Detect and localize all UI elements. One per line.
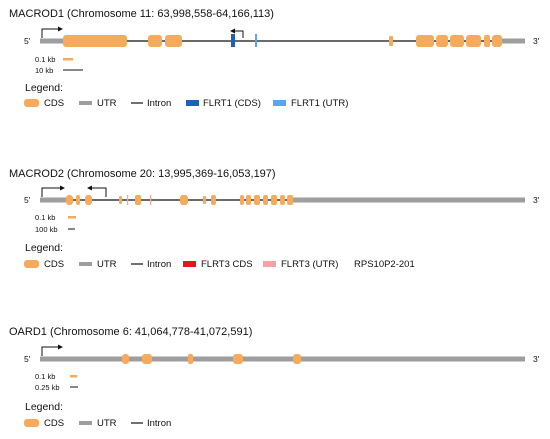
macrod2-scale-label-b: 100 kb <box>35 225 58 234</box>
macrod2-exon <box>180 195 188 205</box>
macrod1-forward-arrow <box>41 28 58 38</box>
legend-flrt1-cds-label: FLRT1 (CDS) <box>203 98 261 109</box>
macrod1-exon <box>466 35 481 47</box>
legend-cds-swatch <box>24 419 39 427</box>
legend-flrt3-utr-swatch <box>263 261 276 267</box>
oard1-utr <box>40 356 525 362</box>
macrod2-exon <box>85 195 92 205</box>
legend-flrt3-cds-label: FLRT3 CDS <box>201 259 253 270</box>
macrod2-exon <box>254 195 260 205</box>
legend-flrt1-utr-label: FLRT1 (UTR) <box>291 98 348 109</box>
flrt3-utr-mark <box>127 195 129 205</box>
legend-cds-label: CDS <box>44 98 64 109</box>
macrod1-exon <box>165 35 182 47</box>
oard1-title: OARD1 (Chromosome 6: 41,064,778-41,072,5… <box>9 326 252 338</box>
macrod2-exon <box>271 195 277 205</box>
oard1-panel: OARD1 (Chromosome 6: 41,064,778-41,072,5… <box>9 326 540 429</box>
flrt1-cds-block <box>231 34 235 47</box>
oard1-scale-bar-a <box>70 375 77 378</box>
macrod1-forward-arrow-head <box>58 26 63 32</box>
macrod1-panel: MACROD1 (Chromosome 11: 63,998,558-64,16… <box>9 8 540 109</box>
macrod1-legend-heading: Legend: <box>25 82 63 94</box>
macrod2-exon <box>246 195 251 205</box>
macrod2-panel: MACROD2 (Chromosome 20: 13,995,369-16,05… <box>9 168 540 270</box>
flrt1-reverse-arrow-head <box>230 28 235 34</box>
macrod2-forward-arrow <box>41 187 60 197</box>
legend-cds-label: CDS <box>44 259 64 270</box>
oard1-five-prime: 5' <box>24 354 31 364</box>
macrod1-scale-label-b: 10 kb <box>35 66 53 75</box>
legend-cds-swatch <box>24 260 39 268</box>
flrt1-reverse-arrow <box>235 30 244 38</box>
macrod1-exon <box>416 35 434 47</box>
legend-flrt3-utr-label: FLRT3 (UTR) <box>281 259 338 270</box>
oard1-exon <box>142 354 152 364</box>
flrt3-utr-mark <box>150 195 152 205</box>
legend-cds-swatch <box>24 99 39 107</box>
macrod2-exon <box>280 195 285 205</box>
macrod1-exon <box>436 35 448 47</box>
legend-cds-label: CDS <box>44 418 64 429</box>
macrod2-utr-3 <box>292 197 525 203</box>
legend-intron-label: Intron <box>147 98 171 109</box>
macrod1-scale-label-a: 0.1 kb <box>35 55 55 64</box>
legend-rps10p2-label: RPS10P2-201 <box>354 259 415 270</box>
oard1-scale-label-a: 0.1 kb <box>35 372 55 381</box>
macrod1-five-prime: 5' <box>24 36 31 46</box>
macrod1-utr-3 <box>502 38 525 44</box>
macrod1-exon <box>389 36 393 46</box>
macrod2-exon <box>66 195 73 205</box>
oard1-exon <box>122 354 129 364</box>
oard1-scale-label-b: 0.25 kb <box>35 383 60 392</box>
macrod2-exon <box>263 195 268 205</box>
legend-flrt1-utr-swatch <box>273 100 286 106</box>
macrod1-scale-bar-a <box>63 58 73 61</box>
legend-utr-label: UTR <box>97 98 117 109</box>
macrod2-utr-5 <box>40 197 66 203</box>
legend-flrt3-cds-swatch <box>183 261 196 267</box>
flrt1-utr-block <box>255 34 257 47</box>
macrod2-five-prime: 5' <box>24 195 31 205</box>
macrod2-exon <box>76 195 80 205</box>
oard1-legend-heading: Legend: <box>25 401 63 413</box>
macrod2-exon <box>240 195 244 205</box>
oard1-exon <box>233 354 243 364</box>
macrod2-exon <box>287 195 293 205</box>
legend-flrt1-cds-swatch <box>186 100 199 106</box>
macrod2-legend-heading: Legend: <box>25 242 63 254</box>
legend-utr-swatch <box>79 101 92 105</box>
macrod1-exon <box>484 35 490 47</box>
macrod2-title: MACROD2 (Chromosome 20: 13,995,369-16,05… <box>9 168 276 180</box>
macrod2-exon <box>203 196 206 204</box>
oard1-three-prime: 3' <box>533 354 540 364</box>
macrod1-three-prime: 3' <box>533 36 540 46</box>
macrod2-exon <box>119 196 122 204</box>
macrod2-forward-arrow-head <box>60 185 65 191</box>
macrod1-exon <box>148 35 162 47</box>
legend-intron-label: Intron <box>147 259 171 270</box>
oard1-forward-arrow-head <box>58 344 63 350</box>
legend-utr-label: UTR <box>97 259 117 270</box>
macrod1-exon <box>63 35 127 47</box>
macrod1-title: MACROD1 (Chromosome 11: 63,998,558-64,16… <box>9 8 274 20</box>
macrod1-exon <box>492 35 502 47</box>
macrod1-utr-5 <box>40 38 64 44</box>
macrod2-three-prime: 3' <box>533 195 540 205</box>
macrod2-reverse-arrow-head <box>87 185 92 191</box>
macrod2-exon <box>135 195 141 205</box>
legend-utr-swatch <box>79 262 92 266</box>
macrod2-exon <box>211 195 216 205</box>
oard1-forward-arrow <box>41 346 58 356</box>
macrod2-reverse-arrow <box>92 187 107 197</box>
legend-intron-label: Intron <box>147 418 171 429</box>
oard1-exon <box>293 354 301 364</box>
macrod2-scale-bar-a <box>68 216 76 219</box>
macrod2-scale-label-a: 0.1 kb <box>35 213 55 222</box>
legend-utr-swatch <box>79 421 92 425</box>
legend-utr-label: UTR <box>97 418 117 429</box>
macrod1-exon <box>450 35 464 47</box>
oard1-exon <box>188 354 193 364</box>
